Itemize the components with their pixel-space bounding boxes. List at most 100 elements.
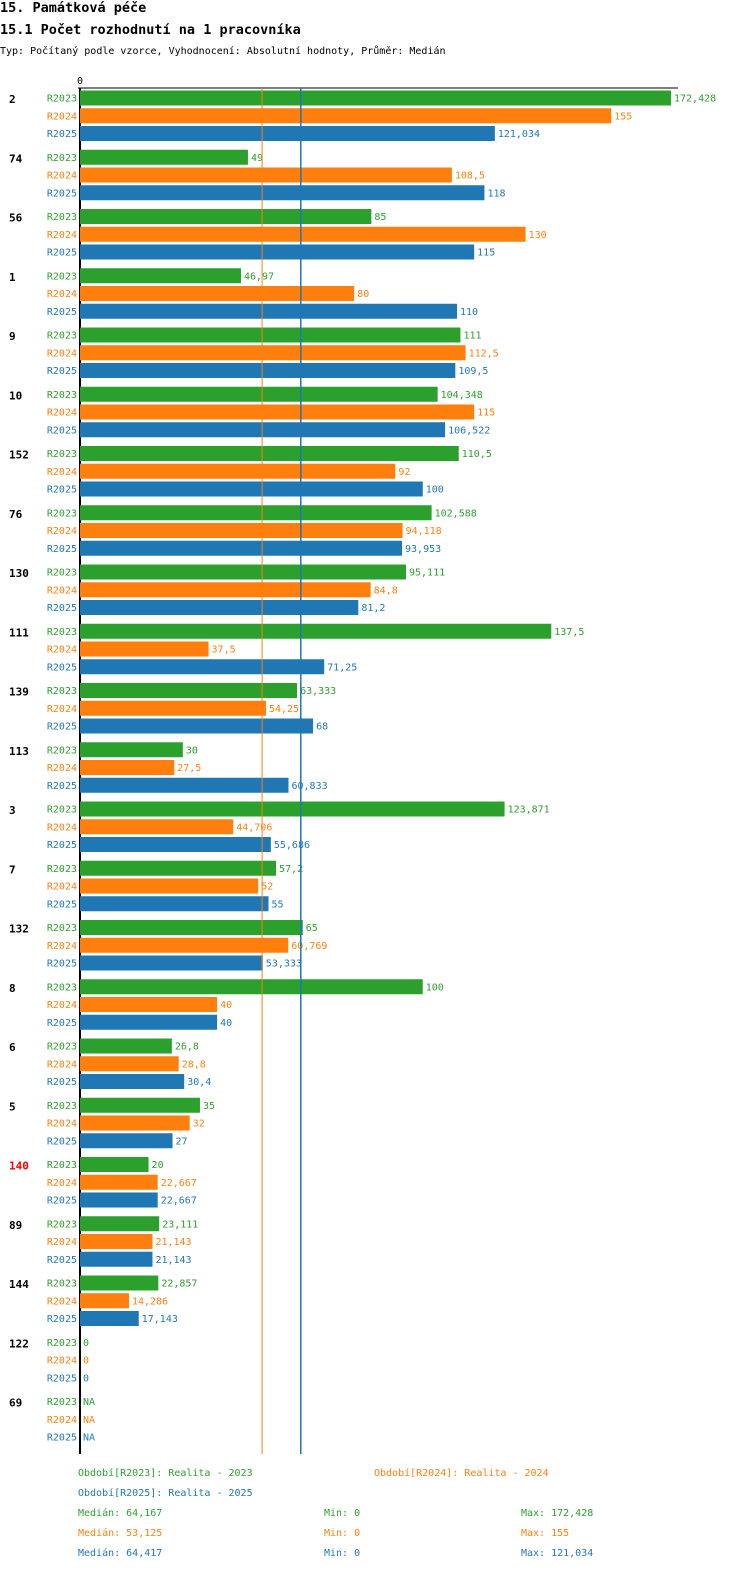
stat-max: Max: 121,034 — [521, 1548, 593, 1559]
bar — [80, 404, 475, 420]
series-row-label: R2023 — [47, 1338, 77, 1349]
bar — [80, 386, 438, 402]
data-label: 108,5 — [455, 171, 485, 182]
data-label: 21,143 — [155, 1237, 191, 1248]
data-label: 95,111 — [409, 568, 445, 579]
category-label: 6 — [9, 1041, 16, 1054]
bar — [80, 244, 475, 260]
data-label: 85 — [374, 212, 386, 223]
series-row-label: R2025 — [47, 959, 77, 970]
data-label: 63,333 — [300, 686, 336, 697]
bar — [80, 1056, 179, 1072]
median-lines-layer — [261, 88, 302, 1454]
data-label: 71,25 — [327, 662, 357, 673]
stat-median: Medián: 64,167 — [78, 1507, 162, 1519]
data-label: 55 — [272, 899, 284, 910]
data-label: 30 — [186, 745, 198, 756]
series-row-label: R2023 — [47, 1279, 77, 1290]
series-row-label: R2025 — [47, 307, 77, 318]
legend-entry: Období[R2025]: Realita - 2025 — [78, 1487, 253, 1499]
data-label: 102,588 — [435, 508, 477, 519]
data-label: 111 — [463, 331, 481, 342]
series-row-label: R2025 — [47, 840, 77, 851]
group-9: 9 R2023 111 R2024 112,5 R2025 109,5 — [9, 327, 499, 378]
stat-max: Max: 172,428 — [521, 1508, 593, 1519]
bar — [80, 819, 234, 835]
bar — [80, 1234, 153, 1249]
bar — [80, 896, 269, 912]
series-row-label: R2023 — [47, 627, 77, 638]
data-label: 54,25 — [269, 704, 299, 715]
data-label: NA — [83, 1415, 95, 1426]
group-74: 74 R2023 49 R2024 108,5 R2025 118 — [9, 149, 506, 201]
stat-min: Min: 0 — [324, 1528, 360, 1539]
category-label: 144 — [9, 1278, 29, 1291]
series-row-label: R2025 — [47, 366, 77, 377]
data-label: 130 — [529, 230, 547, 241]
series-row-label: R2023 — [47, 745, 77, 756]
bar — [80, 126, 495, 141]
data-label: 68 — [316, 722, 328, 733]
data-label: 17,143 — [142, 1314, 178, 1325]
category-label: 130 — [9, 567, 29, 580]
bar — [80, 185, 485, 201]
category-label: 122 — [9, 1337, 29, 1350]
series-row-label: R2025 — [47, 129, 77, 140]
stat-max: Max: 155 — [521, 1528, 569, 1539]
data-label: 28,8 — [182, 1059, 206, 1070]
group-76: 76 R2023 102,588 R2024 94,118 R2025 93,953 — [9, 505, 477, 556]
data-label: 92 — [398, 467, 410, 478]
bar — [80, 1014, 218, 1030]
category-label: 2 — [9, 93, 16, 106]
bar — [80, 837, 271, 852]
data-label: 121,034 — [498, 129, 540, 140]
data-label: 60,769 — [291, 941, 327, 952]
category-label: 113 — [9, 745, 29, 758]
bar — [80, 1293, 129, 1309]
category-label: 7 — [9, 863, 16, 876]
group-132: 132 R2023 65 R2024 60,769 R2025 53,333 — [9, 920, 327, 971]
bar — [80, 303, 458, 319]
series-row-label: R2023 — [47, 331, 77, 342]
series-row-label: R2023 — [47, 686, 77, 697]
series-row-label: R2024 — [47, 704, 77, 715]
data-label: 49 — [251, 153, 263, 164]
data-label: 37,5 — [212, 645, 236, 656]
series-row-label: R2023 — [47, 864, 77, 875]
series-row-label: R2024 — [47, 1178, 77, 1189]
group-130: 130 R2023 95,111 R2024 84,8 R2025 81,2 — [9, 564, 445, 615]
group-139: 139 R2023 63,333 R2024 54,25 R2025 68 — [9, 683, 336, 734]
series-row-label: R2024 — [47, 1237, 77, 1248]
group-7: 7 R2023 57,2 R2024 52 R2025 55 — [9, 860, 303, 912]
data-label: 94,118 — [406, 526, 442, 537]
category-label: 140 — [9, 1160, 29, 1173]
bar — [80, 937, 289, 953]
group-10: 10 R2023 104,348 R2024 115 R2025 106,522 — [9, 386, 495, 438]
series-row-label: R2024 — [47, 1119, 77, 1130]
bar — [80, 209, 372, 224]
bar — [80, 167, 452, 183]
bar — [80, 90, 671, 106]
data-label: 27 — [176, 1136, 188, 1147]
data-label: NA — [83, 1433, 95, 1444]
series-row-label: R2024 — [47, 1356, 77, 1367]
bar — [80, 286, 355, 301]
bar — [80, 505, 432, 521]
series-row-label: R2023 — [47, 508, 77, 519]
series-row-label: R2024 — [47, 408, 77, 419]
series-row-label: R2025 — [47, 1018, 77, 1029]
series-row-label: R2024 — [47, 1059, 77, 1070]
bar — [80, 226, 526, 242]
group-5: 5 R2023 35 R2024 32 R2025 27 — [9, 1097, 215, 1149]
series-row-label: R2024 — [47, 1415, 77, 1426]
series-row-label: R2025 — [47, 1136, 77, 1147]
category-label: 1 — [9, 271, 16, 284]
series-row-label: R2025 — [47, 188, 77, 199]
group-113: 113 R2023 30 R2024 27,5 R2025 60,833 — [9, 742, 328, 793]
series-row-label: R2024 — [47, 763, 77, 774]
data-label: 46,97 — [244, 271, 274, 282]
series-row-label: R2023 — [47, 212, 77, 223]
